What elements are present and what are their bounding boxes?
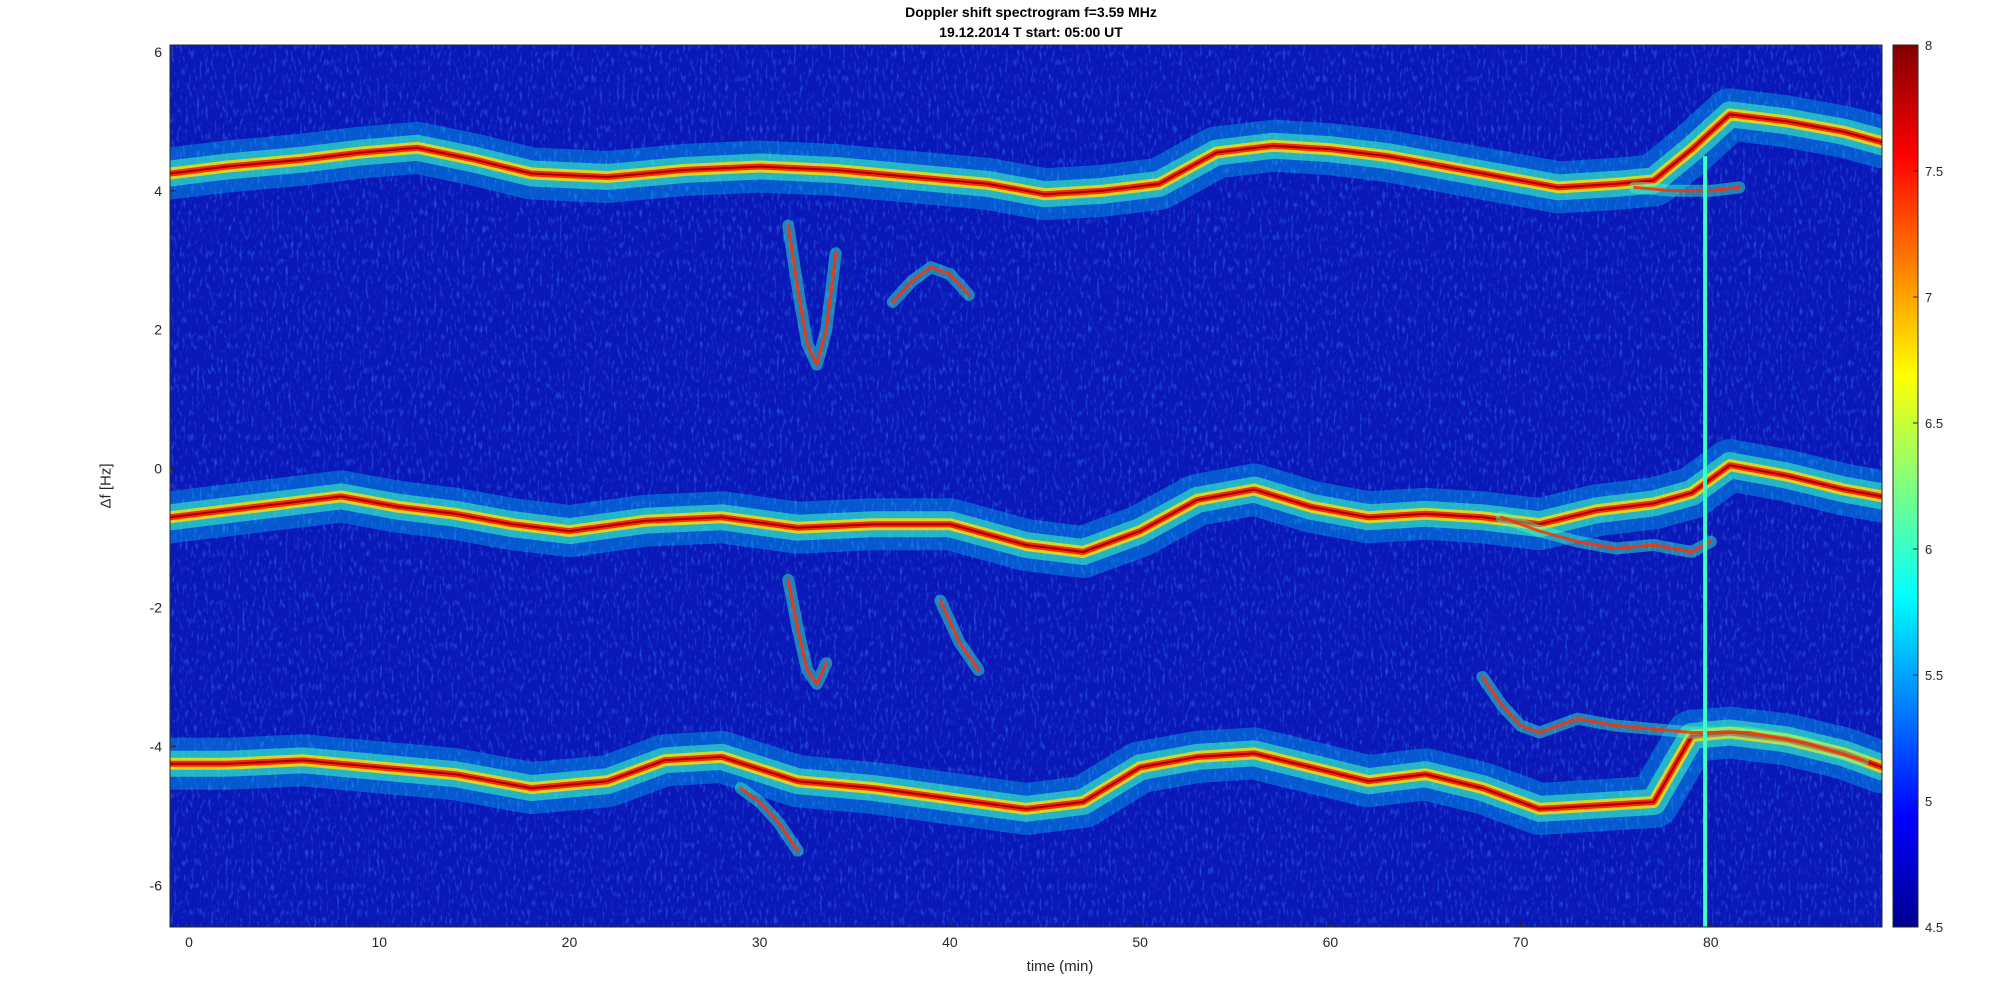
y-tick-label: 0 bbox=[154, 461, 162, 477]
trace-upper-band bbox=[170, 113, 1882, 196]
colorbar-tick-label: 8 bbox=[1925, 38, 1932, 53]
side-trace-drift-4 bbox=[938, 599, 980, 672]
y-tick-label: -2 bbox=[150, 600, 163, 616]
y-tick-label: -6 bbox=[150, 877, 163, 893]
x-tick-label: 60 bbox=[1323, 934, 1339, 950]
plot-frame bbox=[169, 44, 1883, 928]
y-tick-label: -4 bbox=[150, 738, 163, 754]
colorbar-tick-label: 4.5 bbox=[1925, 920, 1943, 935]
colorbar-tick-label: 7.5 bbox=[1925, 164, 1943, 179]
side-trace-upper-split bbox=[1633, 185, 1741, 193]
x-tick-label: 0 bbox=[185, 934, 193, 950]
trace-lower-band bbox=[170, 731, 1882, 810]
side-trace-lower-split bbox=[1481, 675, 1865, 762]
side-trace-drift-5 bbox=[739, 786, 800, 853]
colorbar-tick-label: 5 bbox=[1925, 794, 1932, 809]
colorbar-tick-label: 5.5 bbox=[1925, 668, 1943, 683]
x-tick-label: 50 bbox=[1132, 934, 1148, 950]
side-trace-drift-3 bbox=[786, 578, 828, 686]
side-trace-drift-2 bbox=[891, 265, 971, 304]
x-tick-label: 30 bbox=[752, 934, 768, 950]
x-tick-label: 40 bbox=[942, 934, 958, 950]
colorbar-tick-label: 6 bbox=[1925, 542, 1932, 557]
side-trace-drift-1 bbox=[786, 224, 838, 366]
colorbar-tick-label: 6.5 bbox=[1925, 416, 1943, 431]
y-tick-label: 6 bbox=[154, 44, 162, 60]
x-tick-label: 20 bbox=[562, 934, 578, 950]
colorbar-tick-label: 7 bbox=[1925, 290, 1932, 305]
x-tick-label: 70 bbox=[1513, 934, 1529, 950]
chart-title: Doppler shift spectrogram f=3.59 MHz bbox=[905, 4, 1157, 20]
x-tick-label: 10 bbox=[371, 934, 387, 950]
chart-subtitle: 19.12.2014 T start: 05:00 UT bbox=[939, 24, 1123, 40]
y-tick-label: 2 bbox=[154, 322, 162, 338]
x-tick-label: 80 bbox=[1703, 934, 1719, 950]
trace-middle-band bbox=[170, 464, 1882, 553]
side-trace-middle-split bbox=[1500, 515, 1713, 554]
colorbar bbox=[1892, 44, 1919, 928]
y-tick-label: 4 bbox=[154, 183, 162, 199]
x-axis-label: time (min) bbox=[1026, 958, 1094, 975]
